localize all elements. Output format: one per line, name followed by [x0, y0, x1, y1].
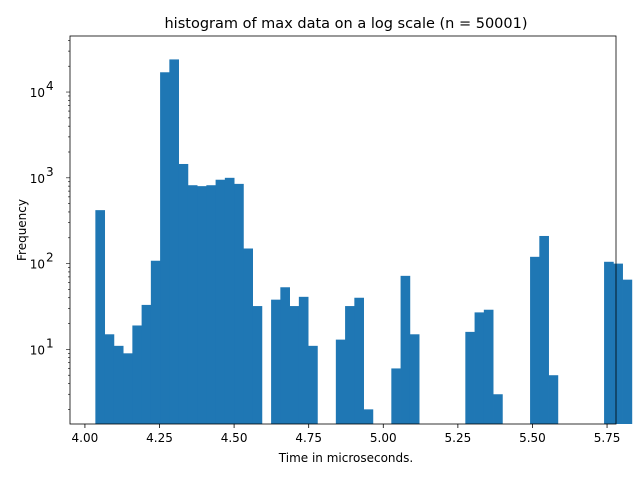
histogram-bar: [298, 296, 309, 424]
histogram-bar: [160, 72, 170, 425]
histogram-bar: [391, 368, 401, 424]
x-tick-label: 5.00: [370, 431, 397, 445]
histogram-bar: [150, 260, 161, 424]
x-axis-ticks: 4.00 4.25 4.50 4.75 5.00 5.25 5.50 5.75: [72, 424, 621, 445]
histogram-bar: [483, 309, 494, 424]
histogram-bar: [280, 287, 290, 424]
histogram-bar: [613, 263, 623, 424]
histogram-bar: [354, 297, 364, 424]
x-tick-label: 4.25: [146, 431, 173, 445]
histogram-bar: [308, 345, 318, 424]
histogram-bar: [206, 185, 216, 424]
histogram-bar: [493, 394, 503, 424]
histogram-bar: [178, 163, 189, 425]
histogram-bar: [169, 59, 179, 425]
y-axis-label: Frequency: [15, 199, 29, 261]
chart-title: histogram of max data on a log scale (n …: [164, 16, 527, 32]
y-tick-label: 10: [30, 172, 45, 186]
x-axis-label: Time in microseconds.: [278, 451, 413, 465]
x-tick-label: 5.25: [445, 431, 472, 445]
histogram-bar: [104, 334, 115, 424]
histogram-bar: [141, 304, 152, 424]
x-tick-label: 5.75: [594, 431, 621, 445]
histogram-bar: [539, 235, 549, 424]
histogram-bar: [345, 306, 355, 424]
x-tick-label: 4.50: [221, 431, 248, 445]
x-tick-label: 5.50: [519, 431, 546, 445]
histogram-bars: [95, 59, 633, 425]
histogram-bar: [465, 331, 475, 424]
y-tick-label: 10: [30, 86, 45, 100]
histogram-bar: [289, 306, 300, 424]
histogram-bar: [187, 185, 198, 424]
histogram-bar: [363, 409, 374, 424]
histogram-bar: [243, 248, 253, 424]
histogram-bar: [234, 183, 244, 424]
histogram-bar: [548, 375, 559, 424]
y-tick-exponent: 3: [46, 165, 54, 179]
x-tick-label: 4.75: [295, 431, 322, 445]
plot-frame: [69, 35, 617, 425]
histogram-bar: [604, 261, 614, 424]
histogram-bar: [271, 299, 281, 424]
histogram-bar: [622, 279, 633, 424]
histogram-bar: [95, 210, 106, 424]
histogram-bar: [400, 275, 411, 424]
histogram-bar: [123, 353, 133, 424]
histogram-bar: [474, 312, 485, 424]
histogram-bar: [113, 345, 124, 424]
histogram-bar: [197, 186, 207, 424]
histogram-bar: [252, 306, 263, 424]
histogram-bar: [132, 325, 143, 424]
histogram-bar: [215, 179, 226, 424]
y-tick-label: 10: [30, 343, 45, 357]
y-tick-exponent: 4: [46, 79, 54, 93]
x-tick-label: 4.00: [72, 431, 99, 445]
histogram-bar: [530, 256, 540, 424]
y-tick-exponent: 2: [46, 251, 54, 265]
y-tick-exponent: 1: [46, 336, 54, 350]
histogram-bar: [409, 334, 420, 424]
histogram-bar: [335, 339, 346, 424]
histogram-bar: [224, 177, 235, 424]
y-tick-label: 10: [30, 258, 45, 272]
